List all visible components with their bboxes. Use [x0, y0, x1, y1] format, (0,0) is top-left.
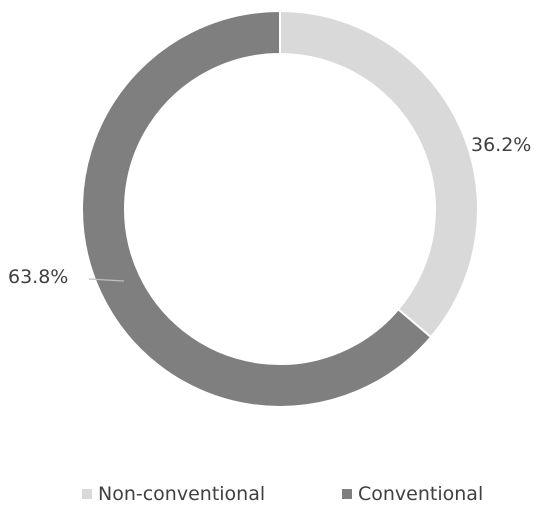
slice-conventional — [81, 9, 433, 408]
data-label-conventional: 63.8% — [8, 266, 68, 288]
legend-swatch-non-conventional — [82, 489, 92, 499]
data-labels: 36.2% 63.8% — [8, 134, 531, 288]
legend: Non-conventional Conventional — [82, 483, 483, 505]
data-label-non-conventional: 36.2% — [471, 134, 531, 156]
leader-line-conventional — [88, 278, 125, 282]
legend-label-conventional: Conventional — [358, 483, 483, 505]
slice-non-conventional — [279, 9, 479, 339]
legend-swatch-conventional — [342, 489, 352, 499]
legend-label-non-conventional: Non-conventional — [98, 483, 265, 505]
leader-lines — [88, 278, 125, 282]
slices — [81, 9, 479, 408]
